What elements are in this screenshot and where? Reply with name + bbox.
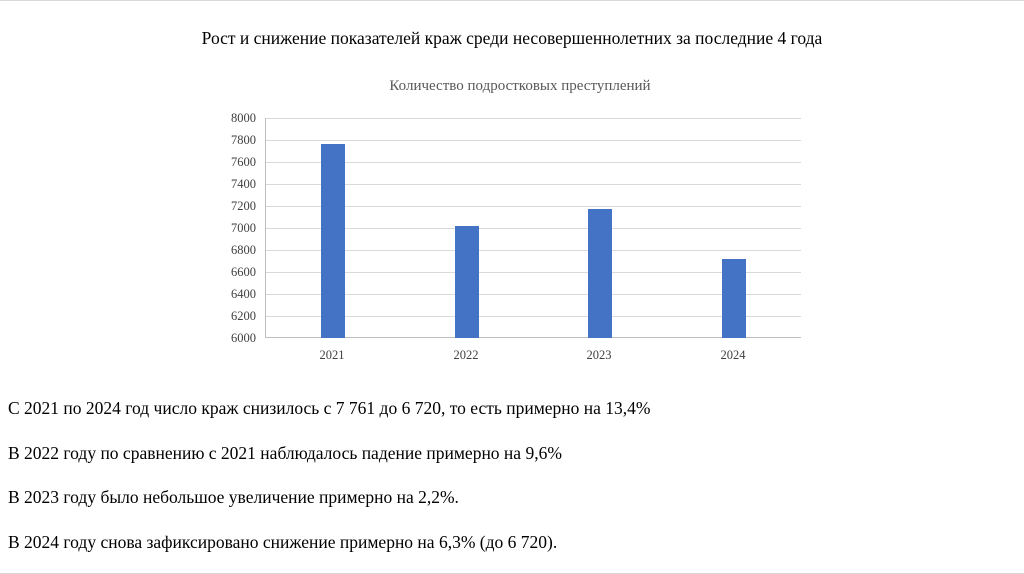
gridline-8000 bbox=[266, 118, 801, 119]
chart-title: Количество подростковых преступлений bbox=[389, 78, 651, 94]
y-tick-label: 6000 bbox=[231, 331, 256, 345]
page-title: Рост и снижение показателей краж среди н… bbox=[201, 28, 823, 48]
bar-2022 bbox=[455, 226, 479, 338]
bar-2023 bbox=[588, 209, 612, 338]
gridline-7400 bbox=[266, 184, 801, 185]
gridline-6400 bbox=[266, 294, 801, 295]
gridline-7800 bbox=[266, 140, 801, 141]
gridline-6000 bbox=[266, 337, 801, 338]
y-tick-label: 7600 bbox=[231, 155, 256, 169]
note-line-2: В 2022 году по сравнению с 2021 наблюдал… bbox=[8, 442, 562, 463]
y-axis: 6000 6200 6400 6600 6800 7000 7200 7400 7600 7800… bbox=[204, 111, 256, 345]
note-line-4: В 2024 году снова зафиксировано снижение… bbox=[8, 531, 558, 552]
x-tick-label: 2022 bbox=[453, 348, 479, 362]
y-tick-label: 7800 bbox=[231, 133, 256, 147]
bar-2024 bbox=[722, 259, 746, 338]
y-tick-label: 6800 bbox=[231, 243, 256, 257]
plot-area bbox=[265, 118, 801, 338]
y-tick-label: 7200 bbox=[231, 199, 256, 213]
y-tick-label: 7400 bbox=[231, 177, 256, 191]
gridline-7000 bbox=[266, 228, 801, 229]
x-tick-label: 2023 bbox=[586, 348, 612, 362]
y-tick-label: 8000 bbox=[231, 111, 256, 125]
x-tick-label: 2021 bbox=[319, 348, 345, 362]
y-tick-label: 6200 bbox=[231, 309, 256, 323]
gridline-7600 bbox=[266, 162, 801, 163]
x-tick-label: 2024 bbox=[720, 348, 746, 362]
note-line-3: В 2023 году было небольшое увеличение пр… bbox=[8, 487, 459, 507]
gridline-6800 bbox=[266, 250, 801, 251]
gridline-6600 bbox=[266, 272, 801, 273]
note-line-1: С 2021 по 2024 год число краж снизилось … bbox=[8, 398, 651, 418]
gridline-7200 bbox=[266, 206, 801, 207]
y-tick-label: 6400 bbox=[231, 287, 256, 301]
y-tick-label: 6600 bbox=[231, 265, 256, 279]
y-tick-label: 7000 bbox=[231, 221, 256, 235]
notes: С 2021 по 2024 год число краж снизилось … bbox=[8, 398, 1016, 573]
bar-2021 bbox=[321, 144, 345, 338]
x-axis: 2021 2022 2023 2024 bbox=[265, 348, 800, 366]
gridline-6200 bbox=[266, 316, 801, 317]
